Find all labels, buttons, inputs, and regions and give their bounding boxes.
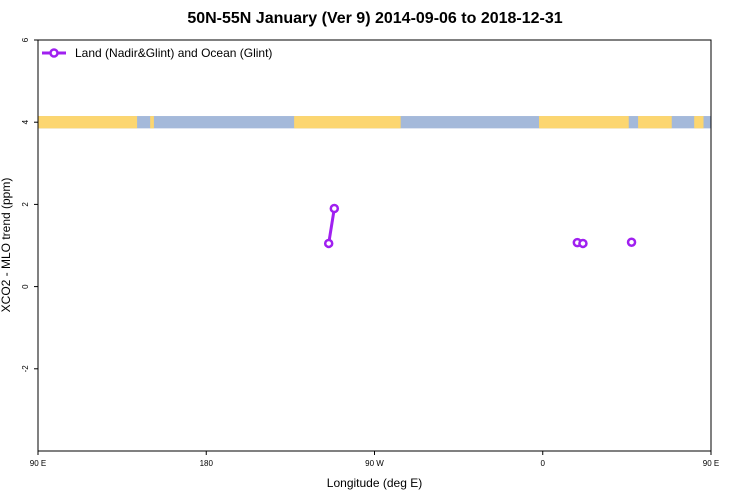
land-span-3 [539, 116, 629, 129]
plot-frame [37, 39, 712, 452]
legend-marker-swatch [49, 48, 59, 58]
land-span-5 [694, 116, 704, 129]
land-span-0 [38, 116, 138, 129]
series-0-point-1 [329, 203, 340, 214]
land-span-4 [638, 116, 672, 129]
y-axis: -2 0 2 4 6 [21, 37, 38, 372]
x-tick-label-0: 90 E [30, 459, 46, 468]
series-0-point-4 [626, 237, 637, 247]
land-span-1 [150, 116, 154, 129]
chart-title: 50N-55N January (Ver 9) 2014-09-06 to 20… [187, 10, 563, 27]
y-tick-label-0: -2 [21, 365, 30, 373]
y-tick-label-1: 0 [21, 284, 30, 289]
land-span-2 [294, 116, 401, 129]
y-tick-label-2: 2 [21, 202, 30, 207]
landmask-band [38, 116, 711, 129]
x-tick-label-3: 0 [541, 459, 546, 468]
series-0-point-3 [578, 238, 588, 249]
series-layer [323, 203, 637, 249]
x-tick-label-4: 90 E [703, 459, 719, 468]
x-tick-label-2: 90 W [365, 459, 384, 468]
legend-label: Land (Nadir&Glint) and Ocean (Glint) [75, 46, 272, 60]
x-axis: 90 E 180 90 W 0 90 E [30, 451, 719, 468]
series-0-segment-0 [327, 208, 336, 244]
legend: Land (Nadir&Glint) and Ocean (Glint) [42, 46, 272, 60]
y-tick-label-3: 4 [21, 119, 30, 124]
x-axis-label: Longitude (deg E) [326, 476, 423, 490]
series-0-point-0 [323, 238, 334, 249]
y-tick-label-4: 6 [21, 37, 30, 42]
x-tick-label-1: 180 [200, 459, 214, 468]
